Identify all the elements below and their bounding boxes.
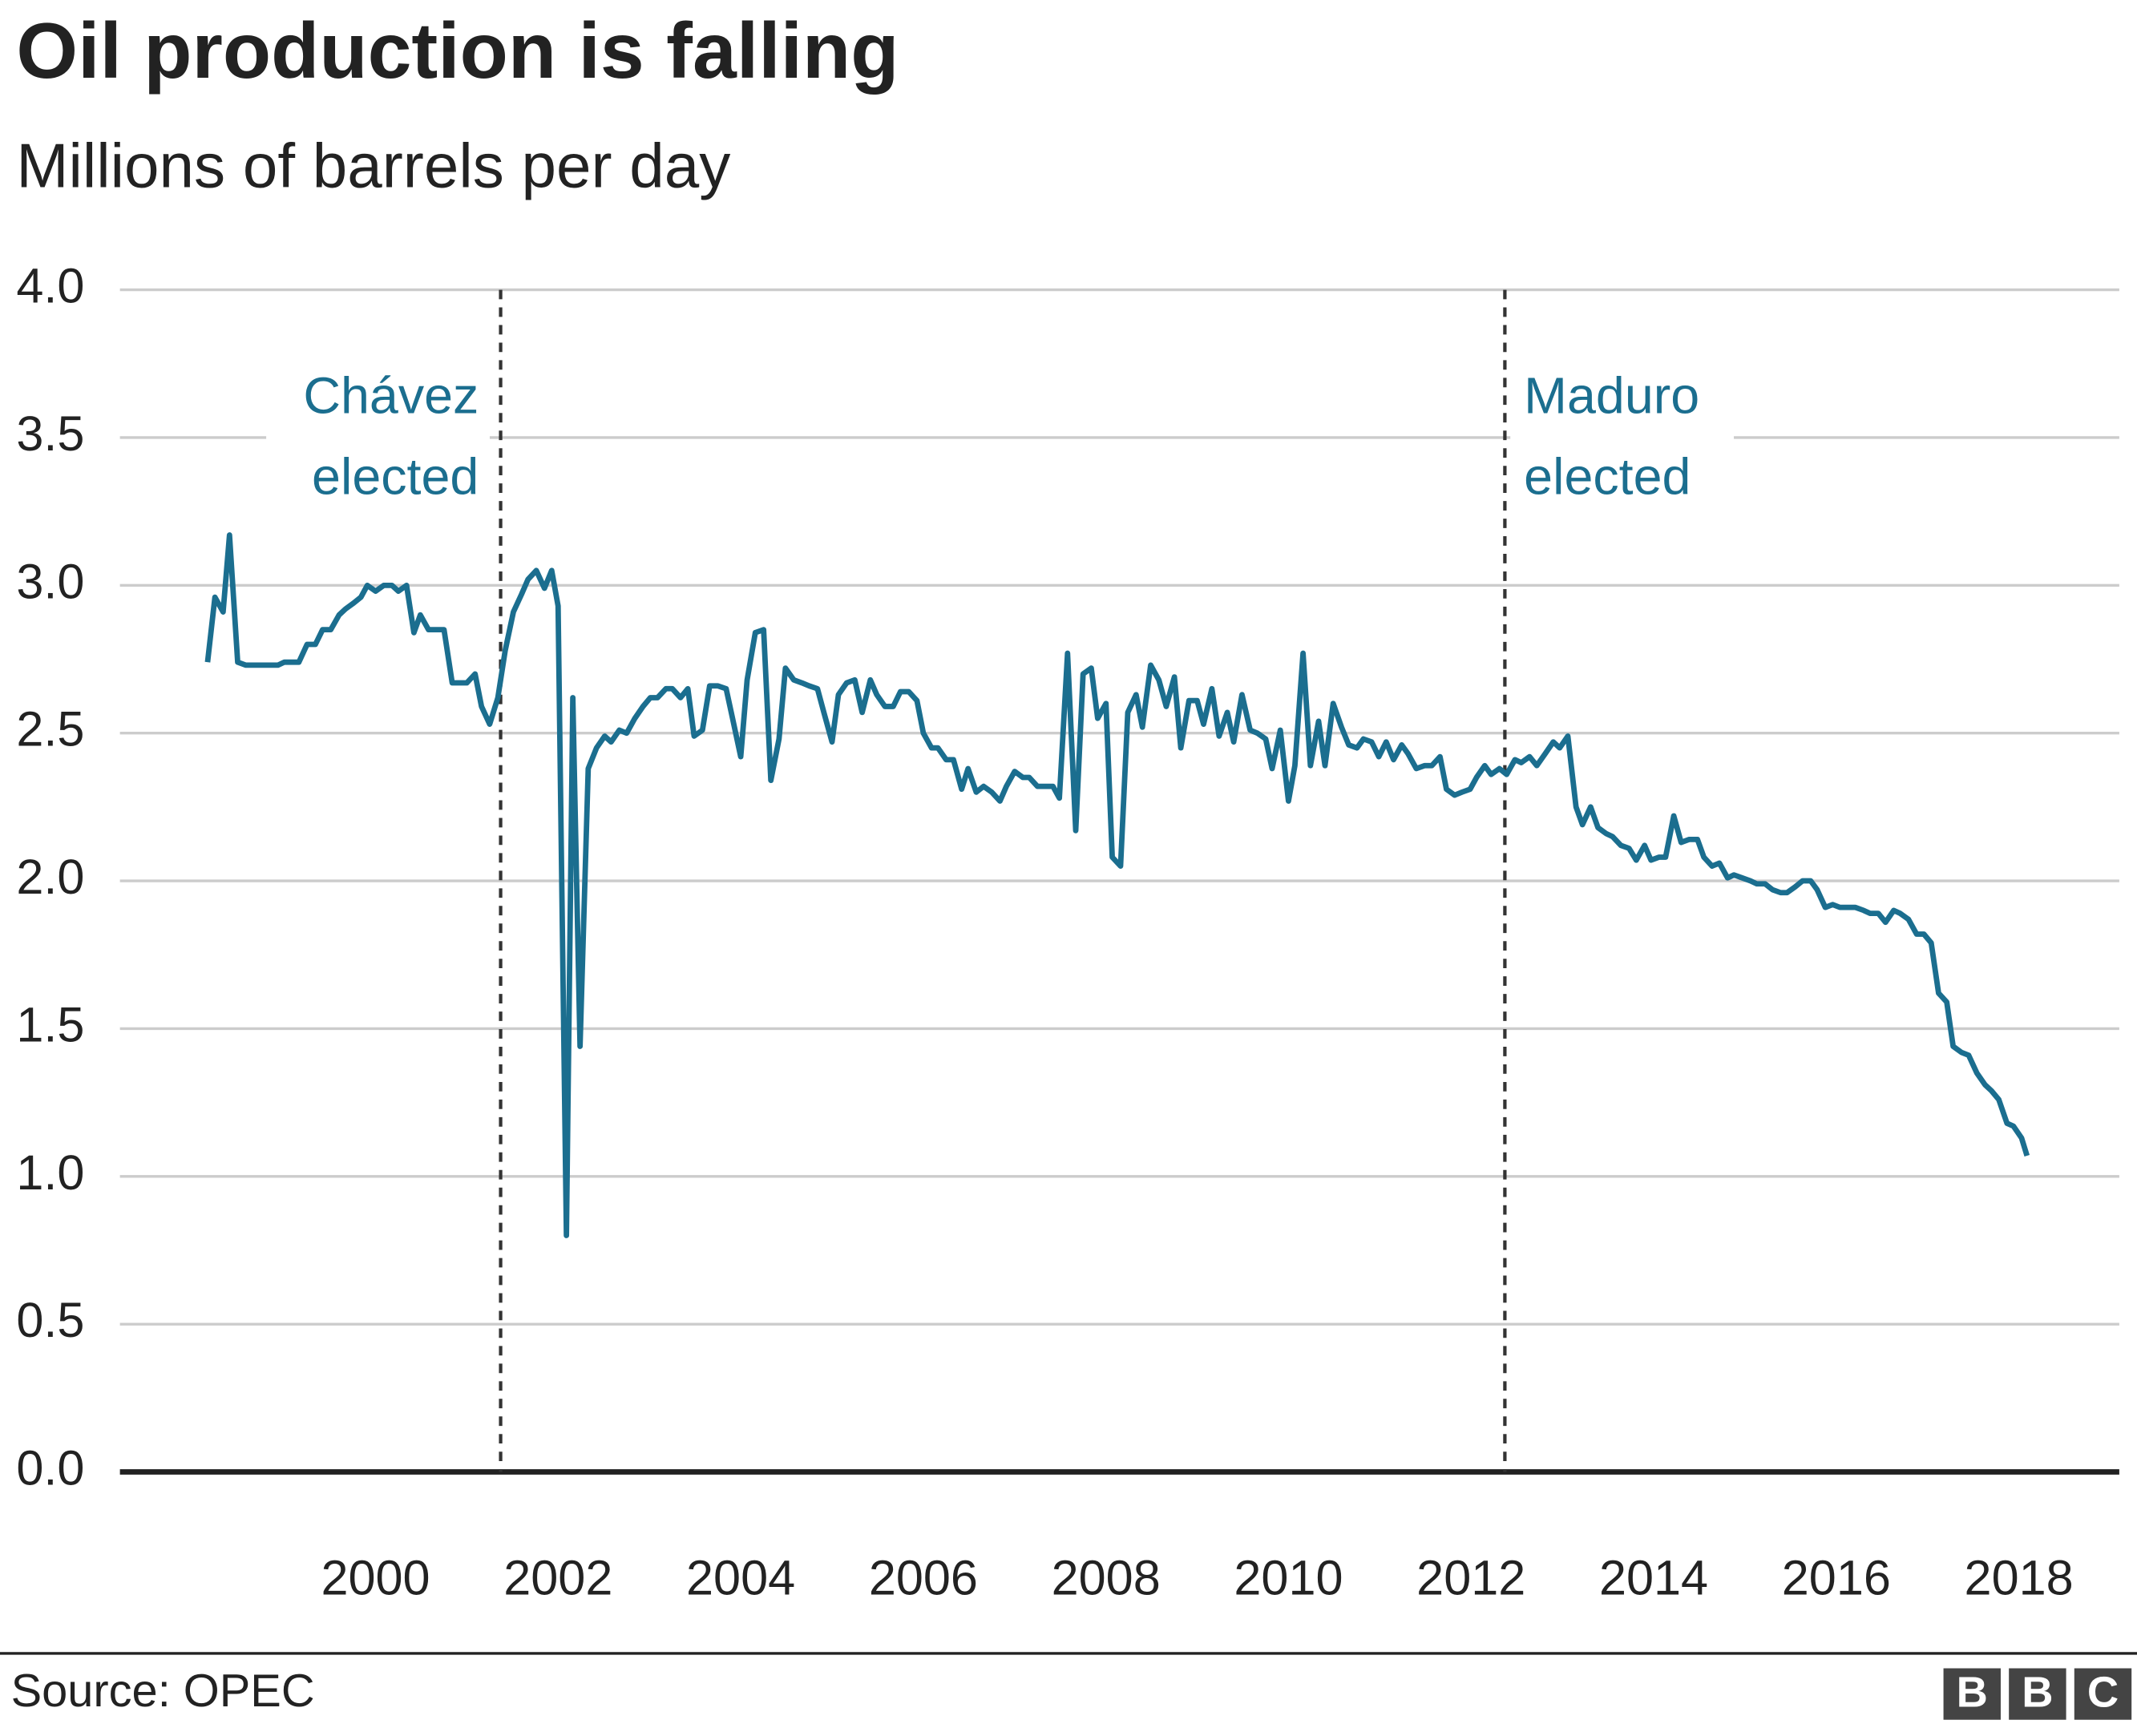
logo-letter: B <box>2022 1669 2053 1717</box>
x-tick-label: 2000 <box>321 1551 430 1605</box>
x-tick-label: 2014 <box>1599 1551 1708 1605</box>
logo-letter: C <box>2087 1669 2119 1717</box>
y-tick-label: 2.5 <box>16 702 84 757</box>
annotation: Chávez <box>303 367 479 425</box>
y-tick-label: 1.0 <box>16 1145 84 1200</box>
annotation: elected <box>1524 448 1691 506</box>
y-tick-label: 3.5 <box>16 406 84 461</box>
chart-title: Oil production is falling <box>16 6 899 95</box>
y-tick-label: 0.5 <box>16 1293 84 1347</box>
chart-subtitle: Millions of barrels per day <box>16 131 730 201</box>
y-tick-label: 3.0 <box>16 555 84 609</box>
y-tick-label: 2.0 <box>16 850 84 904</box>
x-tick-label: 2002 <box>503 1551 612 1605</box>
logo-box <box>1943 1668 2001 1720</box>
x-tick-label: 2018 <box>1965 1551 2074 1605</box>
x-tick-label: 2010 <box>1234 1551 1343 1605</box>
x-tick-label: 2004 <box>686 1551 795 1605</box>
annotation: elected <box>312 448 479 506</box>
x-tick-label: 2016 <box>1782 1551 1891 1605</box>
y-tick-label: 1.5 <box>16 998 84 1052</box>
source: Source: OPEC <box>11 1665 315 1717</box>
annotation-backdrop <box>266 354 490 518</box>
data-line <box>204 532 2030 1238</box>
logo-box <box>2009 1668 2066 1720</box>
logo-letter: B <box>1957 1669 1988 1717</box>
y-tick-label: 4.0 <box>16 259 84 313</box>
logo-box <box>2074 1668 2132 1720</box>
x-tick-label: 2008 <box>1052 1551 1161 1605</box>
annotation: Maduro <box>1524 367 1699 425</box>
annotation-backdrop <box>1510 354 1735 518</box>
x-tick-label: 2006 <box>869 1551 978 1605</box>
y-tick-label: 0.0 <box>16 1441 84 1496</box>
x-tick-label: 2012 <box>1416 1551 1525 1605</box>
